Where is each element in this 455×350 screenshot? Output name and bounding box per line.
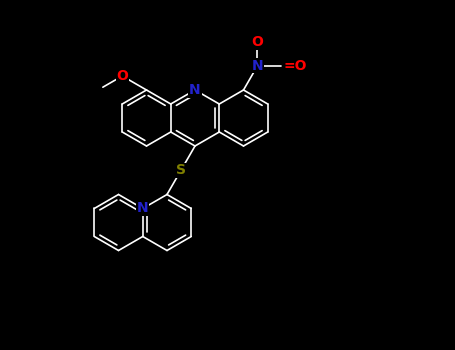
Text: =O: =O — [283, 59, 307, 73]
Text: O: O — [252, 35, 263, 49]
Text: S: S — [176, 163, 186, 177]
Text: N: N — [189, 83, 201, 97]
Text: N: N — [137, 202, 149, 216]
Text: N: N — [137, 202, 149, 216]
Text: O: O — [116, 69, 128, 83]
Text: N: N — [252, 59, 263, 73]
